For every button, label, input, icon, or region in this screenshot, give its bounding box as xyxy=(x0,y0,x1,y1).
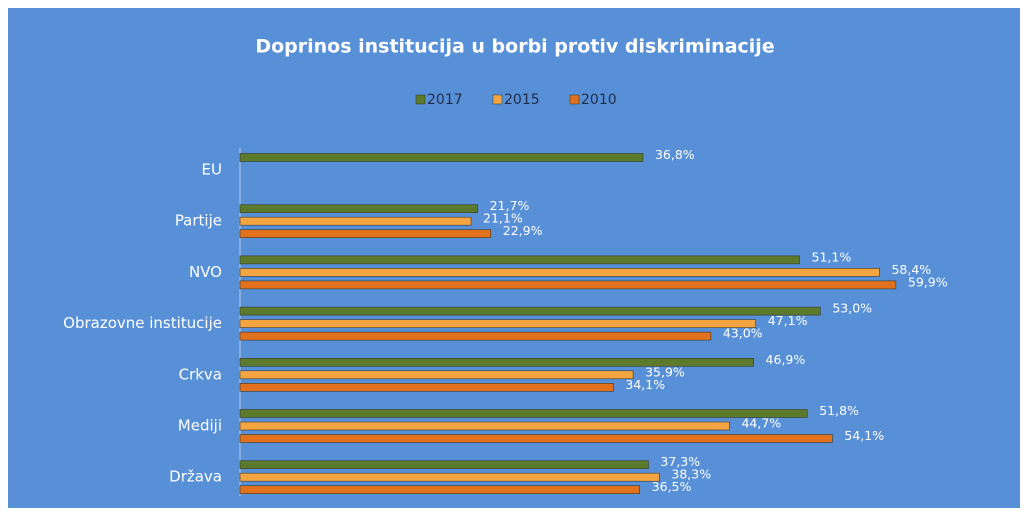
data-label: 59,9% xyxy=(908,274,948,289)
data-label: 44,7% xyxy=(741,416,781,431)
data-label: 43,0% xyxy=(723,326,763,341)
data-label: 36,8% xyxy=(655,147,695,162)
legend-label: 2010 xyxy=(581,92,617,108)
bar xyxy=(239,409,808,418)
bar xyxy=(239,255,800,265)
data-label: 58,4% xyxy=(891,262,931,277)
chart-title: Doprinos institucija u borbi protiv disk… xyxy=(255,36,774,58)
bar xyxy=(239,216,472,226)
category-label: Crkva xyxy=(179,365,222,383)
data-label: 22,9% xyxy=(503,223,543,238)
bar xyxy=(239,229,492,238)
bar xyxy=(239,382,614,392)
legend-swatch xyxy=(569,94,580,105)
data-label: 21,1% xyxy=(483,211,523,226)
category-label: Obrazovne institucije xyxy=(63,314,222,332)
bar xyxy=(239,472,660,482)
legend-label: 2017 xyxy=(427,92,463,108)
bar xyxy=(239,319,757,328)
data-label: 37,3% xyxy=(660,454,700,469)
data-label: 34,1% xyxy=(625,377,665,392)
data-label: 35,9% xyxy=(645,364,685,379)
category-label: Država xyxy=(169,468,222,486)
legend-swatch xyxy=(492,94,503,105)
bar xyxy=(239,306,821,316)
category-label: NVO xyxy=(189,263,222,281)
category-label: EU xyxy=(202,161,222,179)
data-label: 47,1% xyxy=(768,313,808,328)
category-label: Partije xyxy=(175,212,222,230)
data-label: 46,9% xyxy=(766,352,806,367)
bar xyxy=(239,434,833,443)
bar xyxy=(239,268,880,277)
bar xyxy=(239,153,644,162)
bar xyxy=(239,370,634,380)
bar xyxy=(239,485,640,495)
legend-label: 2015 xyxy=(504,92,540,108)
category-label: Mediji xyxy=(178,417,222,435)
bar xyxy=(239,204,478,213)
bar xyxy=(239,280,897,290)
data-label: 38,3% xyxy=(671,467,711,482)
bar xyxy=(239,421,730,431)
data-label: 51,8% xyxy=(819,403,859,418)
bar xyxy=(239,331,712,341)
data-label: 51,1% xyxy=(812,249,852,264)
legend-swatch xyxy=(415,94,426,105)
bar xyxy=(239,357,754,367)
data-label: 21,7% xyxy=(490,198,530,213)
bar xyxy=(239,460,649,470)
data-label: 54,1% xyxy=(844,428,884,443)
data-label: 36,5% xyxy=(652,479,692,494)
data-label: 53,0% xyxy=(832,301,872,316)
